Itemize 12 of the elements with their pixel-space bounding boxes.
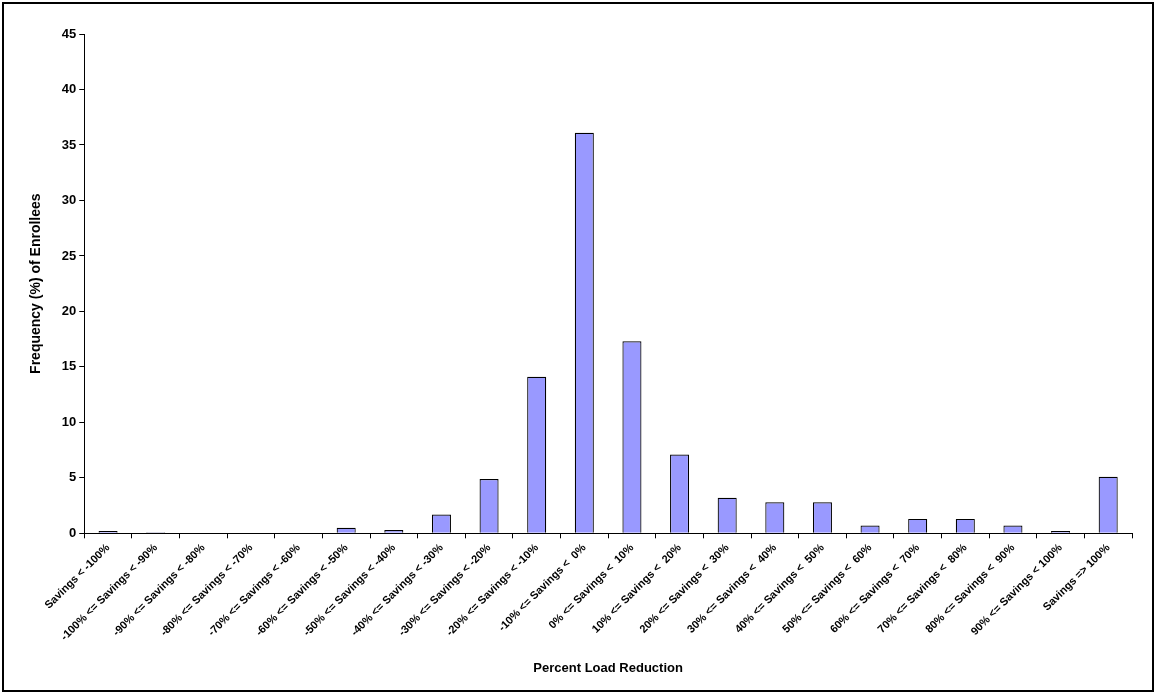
- y-tick-label: 10: [61, 413, 77, 429]
- y-axis-title: Frequency (%) of Enrollees: [27, 193, 44, 374]
- y-tick-label: 30: [61, 192, 77, 208]
- y-tick-label: 0: [69, 524, 77, 540]
- y-tick-label: 25: [61, 247, 77, 263]
- y-tick-label: 5: [69, 469, 77, 485]
- x-axis-title: Percent Load Reduction: [533, 659, 683, 675]
- y-tick-label: 45: [61, 25, 77, 41]
- y-tick-label: 15: [61, 358, 77, 374]
- y-tick-label: 40: [61, 81, 77, 97]
- y-tick-label: 20: [61, 302, 77, 318]
- y-tick-label: 35: [61, 136, 77, 152]
